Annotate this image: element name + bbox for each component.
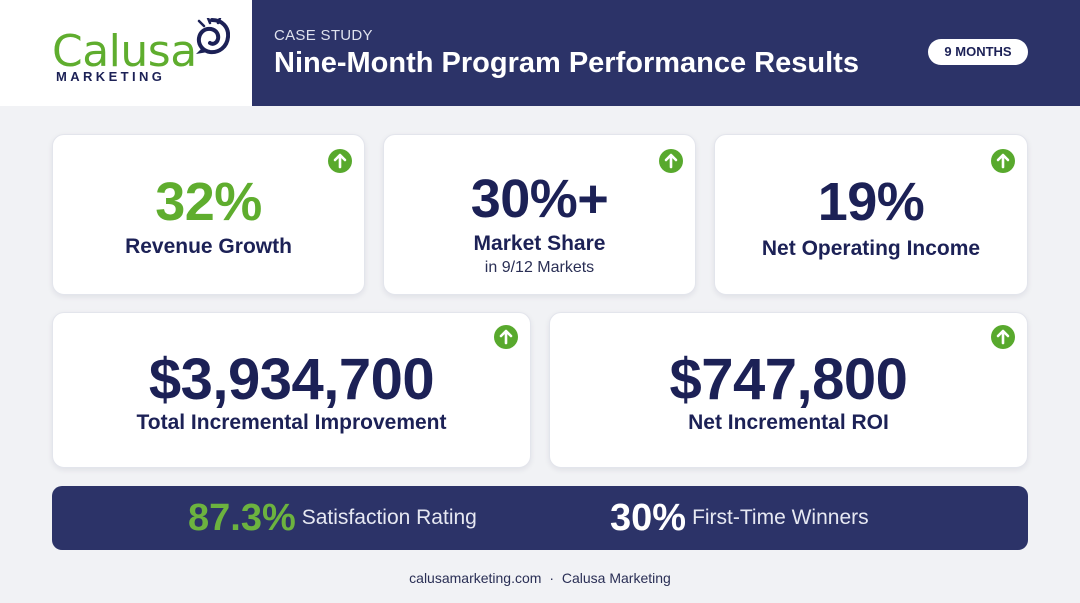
metric-value: 32% (155, 172, 262, 232)
arrow-up-icon (328, 149, 352, 173)
arrow-up-icon (494, 325, 518, 349)
stat-value: 30% (610, 497, 687, 539)
duration-badge: 9 MONTHS (928, 39, 1028, 65)
stat-label: First-Time Winners (692, 506, 869, 529)
stat-label: Satisfaction Rating (301, 506, 477, 529)
footer-site: calusamarketing.com (409, 570, 542, 586)
logo-wordmark: Calusa (52, 26, 197, 77)
metric-label: Revenue Growth (125, 235, 292, 258)
arrow-up-icon (991, 325, 1015, 349)
metric-sublabel: in 9/12 Markets (484, 259, 595, 276)
stat-satisfaction: 87.3% Satisfaction Rating (188, 498, 477, 538)
footer-company: Calusa Marketing (561, 570, 671, 586)
stat-value: 87.3% (188, 497, 296, 539)
eyebrow-label: CASE STUDY (274, 27, 373, 44)
metric-card-market-share: 30%+ Market Share in 9/12 Markets (383, 134, 696, 295)
summary-bar: 87.3% Satisfaction Rating 30% First-Time W… (52, 486, 1028, 550)
metric-card-total-incremental-improvement: $3,934,700 Total Incremental Improvement (52, 312, 531, 468)
logo-area: Calusa MARKETING (0, 0, 252, 106)
metric-card-net-operating-income: 19% Net Operating Income (714, 134, 1028, 295)
metric-label: Net Operating Income (761, 237, 981, 260)
metric-value: $747,800 (669, 347, 908, 412)
logo-subtitle: MARKETING (56, 69, 166, 84)
metric-value: $3,934,700 (148, 347, 435, 412)
metric-card-net-incremental-roi: $747,800 Net Incremental ROI (549, 312, 1028, 468)
metric-label: Market Share (473, 232, 606, 255)
metric-card-revenue-growth: 32% Revenue Growth (52, 134, 365, 295)
footer: calusamarketing.com · Calusa Marketing (0, 570, 1080, 586)
metric-value: 30%+ (470, 169, 609, 229)
header-banner: CASE STUDY Nine-Month Program Performanc… (252, 0, 1080, 106)
shell-logo-icon (196, 18, 230, 55)
stat-first-time-winners: 30% First-Time Winners (610, 498, 869, 538)
metric-label: Total Incremental Improvement (136, 411, 447, 434)
page-title: Nine-Month Program Performance Results (274, 47, 859, 79)
metric-value: 19% (817, 172, 925, 232)
arrow-up-icon (991, 149, 1015, 173)
metric-label: Net Incremental ROI (688, 411, 889, 434)
footer-separator: · (549, 570, 554, 586)
arrow-up-icon (659, 149, 683, 173)
